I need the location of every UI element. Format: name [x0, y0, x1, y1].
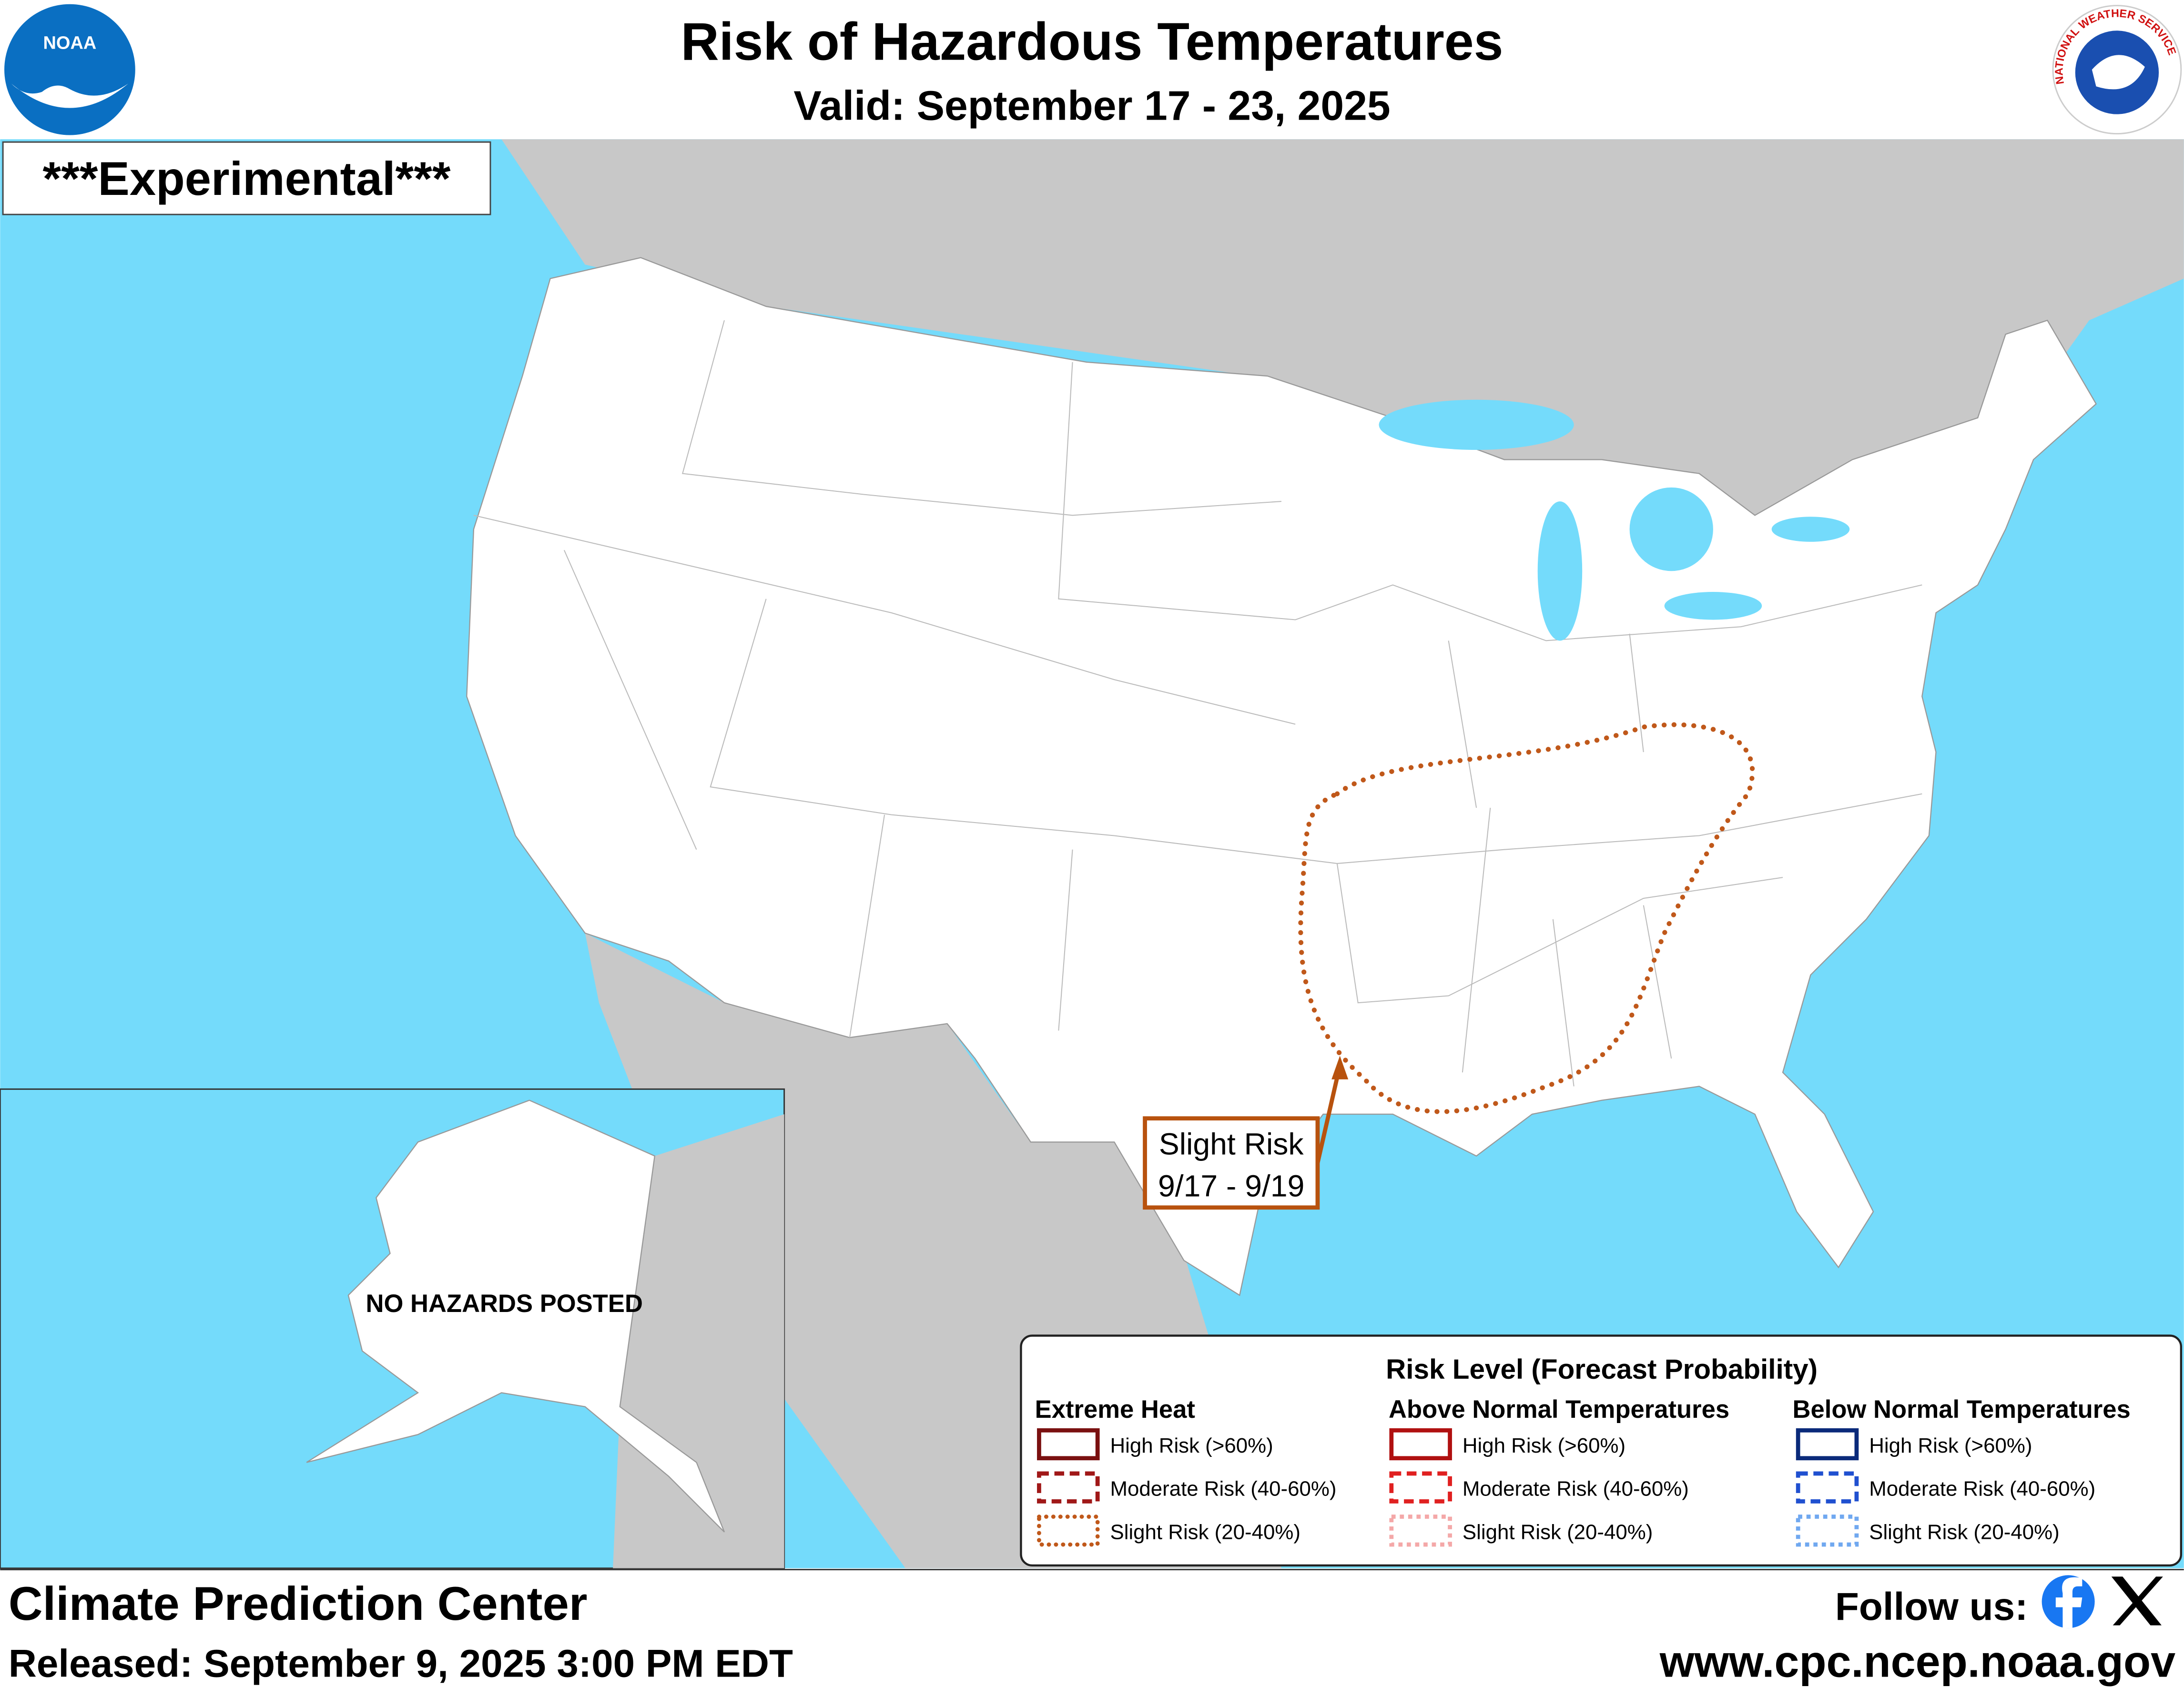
title: Risk of Hazardous Temperatures: [681, 12, 1503, 71]
legend-item: High Risk (>60%): [1463, 1434, 1625, 1457]
lake-ontario: [1771, 517, 1850, 542]
legend-swatch: [1796, 1428, 1859, 1461]
legend-swatch: [1796, 1515, 1859, 1547]
header-bg: [0, 0, 2184, 140]
subtitle: Valid: September 17 - 23, 2025: [793, 82, 1390, 129]
footer-url: www.cpc.ncep.noaa.gov: [1659, 1637, 2175, 1687]
legend-group-name: Above Normal Temperatures: [1389, 1395, 1729, 1424]
legend: [1020, 1334, 2183, 1567]
footer-follow: Follow us:: [1835, 1585, 2028, 1628]
legend-swatch: [1037, 1471, 1100, 1504]
legend-group: Below Normal Temperatures High Risk (>60…: [1792, 1395, 2131, 1547]
lake-michigan: [1537, 501, 1583, 641]
legend-item: Slight Risk (20-40%): [1110, 1520, 1300, 1544]
x-icon[interactable]: [2111, 1576, 2163, 1626]
legend-swatch: [1389, 1428, 1452, 1461]
lake-erie: [1664, 592, 1762, 620]
badge: ***Experimental***: [43, 153, 451, 205]
noaa-logo: [4, 4, 135, 135]
footer-center: Climate Prediction Center: [9, 1577, 588, 1630]
state-lines: [473, 320, 1922, 1087]
legend-swatch: [1037, 1515, 1100, 1547]
legend-group-name: Extreme Heat: [1035, 1395, 1195, 1424]
facebook-f: [2055, 1577, 2082, 1628]
callout-arrowhead: [1331, 1056, 1349, 1079]
callout-arrow: [1315, 1065, 1342, 1164]
legend-swatch: [1037, 1428, 1100, 1461]
canada: [501, 139, 2184, 599]
legend-swatch: [1389, 1515, 1452, 1547]
badge-box: [2, 141, 491, 215]
legend-title: Risk Level (Forecast Probability): [1386, 1354, 1818, 1385]
callout-box: [1143, 1116, 1320, 1210]
footer-released: Released: September 9, 2025 3:00 PM EDT: [9, 1642, 793, 1686]
legend-item: High Risk (>60%): [1869, 1434, 2032, 1457]
callout-line-2: 9/17 - 9/19: [1158, 1169, 1304, 1203]
legend-item: Moderate Risk (40-60%): [1463, 1477, 1689, 1501]
noaa-text: NOAA: [43, 33, 97, 53]
alaska-note: NO HAZARDS POSTED: [366, 1290, 643, 1318]
nws-cloud: [2092, 55, 2145, 90]
slight-risk-outline: [1298, 722, 1755, 1114]
legend-group-name: Below Normal Temperatures: [1792, 1395, 2130, 1424]
legend-item: High Risk (>60%): [1110, 1434, 1273, 1457]
legend-swatch: [1389, 1471, 1452, 1504]
legend-group: Above Normal Temperatures High Risk (>60…: [1389, 1395, 1729, 1547]
callout-line-1: Slight Risk: [1159, 1127, 1304, 1161]
great-lakes: [1379, 399, 1850, 641]
legend-group: Extreme Heat High Risk (>60%) Moderate R…: [1035, 1395, 1336, 1547]
legend-item: Moderate Risk (40-60%): [1869, 1477, 2095, 1501]
legend-item: Moderate Risk (40-60%): [1110, 1477, 1336, 1501]
lake-superior: [1379, 399, 1574, 450]
lake-huron: [1629, 487, 1713, 571]
noaa-bird: [11, 83, 129, 108]
footer-bg: [0, 1569, 2184, 1688]
legend-item: Slight Risk (20-40%): [1463, 1520, 1653, 1544]
alaska: [306, 1099, 725, 1533]
legend-swatch: [1796, 1471, 1859, 1504]
legend-item: Slight Risk (20-40%): [1869, 1520, 2059, 1544]
